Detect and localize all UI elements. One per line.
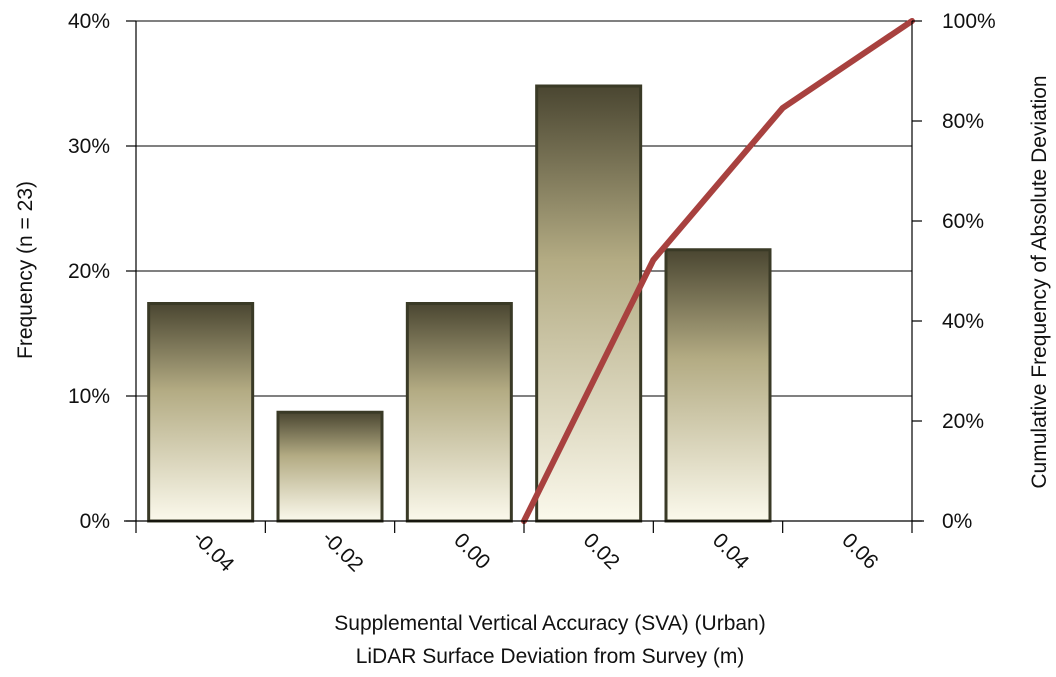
y-tick-label: 30% bbox=[68, 135, 110, 158]
y2-tick-label: 40% bbox=[942, 310, 984, 333]
x-tick-label: 0.04 bbox=[708, 529, 753, 574]
x-tick-label: -0.02 bbox=[318, 526, 368, 576]
y-tick-label: 10% bbox=[68, 385, 110, 408]
y2-tick-label: 60% bbox=[942, 210, 984, 233]
y-tick-label: 20% bbox=[68, 260, 110, 283]
bars bbox=[147, 84, 772, 523]
y2-tick-label: 0% bbox=[942, 510, 972, 533]
grid bbox=[136, 20, 912, 397]
bar-0.00 bbox=[405, 302, 513, 523]
bar-0.04 bbox=[664, 248, 772, 523]
x-tick-labels: -0.04 -0.02 0.00 0.02 0.04 0.06 bbox=[188, 526, 882, 576]
y2-tick-label: 100% bbox=[942, 10, 996, 33]
y-tick-labels: 0% 10% 20% 30% 40% bbox=[68, 10, 110, 533]
x-tick-label: 0.02 bbox=[579, 529, 624, 574]
cumulative-line bbox=[521, 18, 915, 524]
bar-0.02 bbox=[535, 84, 643, 523]
axes bbox=[124, 20, 924, 533]
y-tick-label: 40% bbox=[68, 10, 110, 33]
x-axis-title-line-1: Supplemental Vertical Accuracy (SVA) (Ur… bbox=[334, 612, 765, 635]
y2-tick-labels: 0% 20% 40% 60% 80% 100% bbox=[942, 10, 996, 533]
cumulative-line-path bbox=[521, 18, 915, 524]
y-axis-title: Frequency (n = 23) bbox=[14, 181, 37, 359]
y2-axis-title: Cumulative Frequency of Absolute Deviati… bbox=[1028, 75, 1051, 488]
x-tick-label: 0.06 bbox=[837, 529, 882, 574]
y2-tick-label: 80% bbox=[942, 110, 984, 133]
y-tick-label: 0% bbox=[80, 510, 110, 533]
x-tick-label: -0.04 bbox=[188, 526, 238, 576]
bar--0.04 bbox=[147, 302, 255, 523]
x-axis-title-line-2: LiDAR Surface Deviation from Survey (m) bbox=[356, 645, 745, 668]
y2-tick-label: 20% bbox=[942, 410, 984, 433]
x-tick-label: 0.00 bbox=[449, 529, 494, 574]
bar--0.02 bbox=[276, 410, 384, 523]
